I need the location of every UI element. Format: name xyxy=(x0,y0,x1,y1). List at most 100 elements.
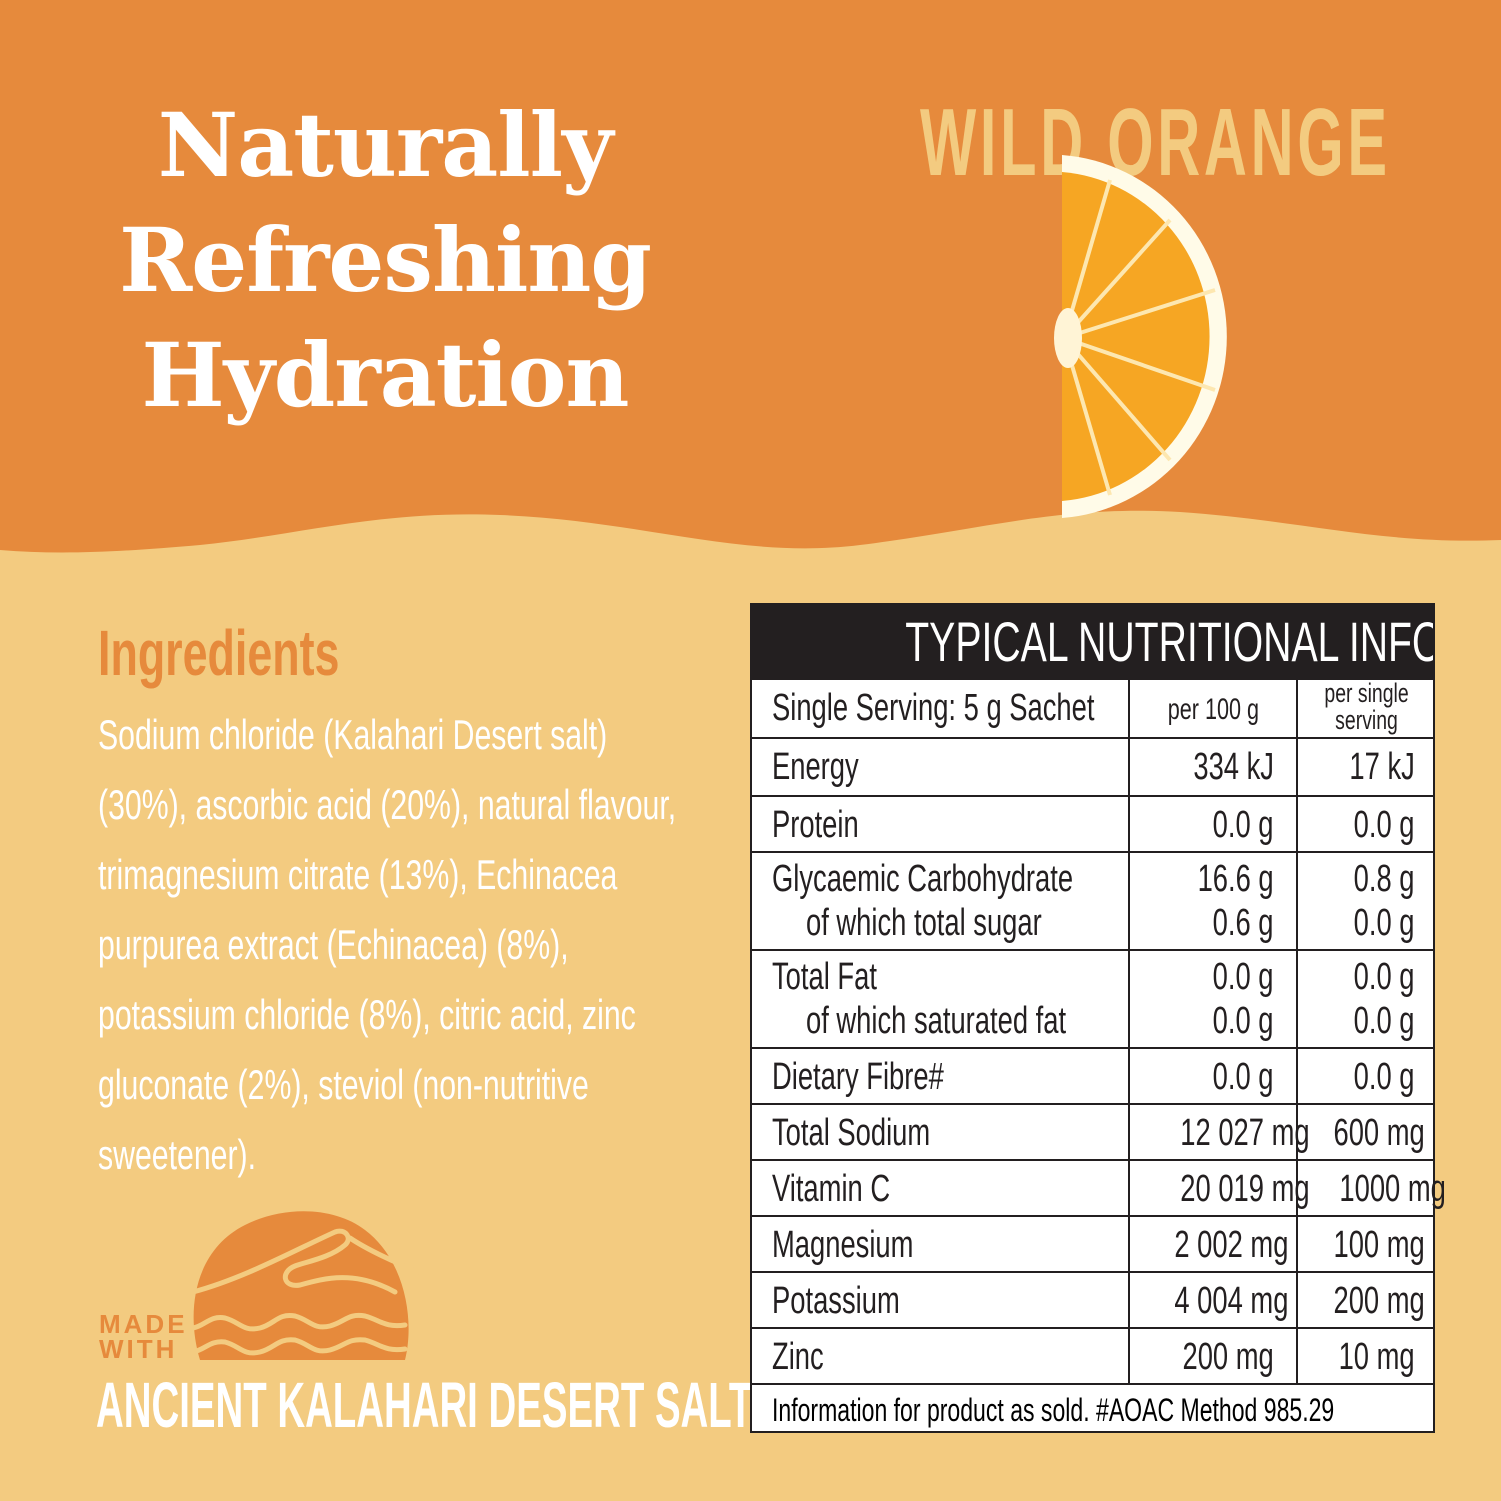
per-100g-value-text: 16.6 g xyxy=(1197,858,1274,900)
headline-line: Naturally xyxy=(157,93,613,197)
per-serving-value: 10 mg xyxy=(1296,1329,1435,1383)
per-serving-value-text: 100 mg xyxy=(1333,1224,1425,1266)
per-100g-value-text: 200 mg xyxy=(1182,1336,1274,1378)
nutrient-label: Potassium xyxy=(752,1273,1128,1327)
per-100g-value: 0.0 g xyxy=(1128,1049,1296,1103)
per-100g-value: 0.0 g xyxy=(1128,797,1296,851)
per-serving-value: 100 mg xyxy=(1296,1217,1435,1271)
per-serving-value: 200 mg xyxy=(1296,1273,1435,1327)
nutrient-label: Dietary Fibre# xyxy=(752,1049,1128,1103)
footnote-text: Information for product as sold. #AOAC M… xyxy=(772,1392,1335,1428)
nutrient-label-text: of which saturated fat xyxy=(806,1000,1067,1042)
per-serving-header: per single serving xyxy=(1296,680,1435,737)
nutrient-label: Total Sodium xyxy=(752,1105,1128,1159)
nutrient-label-text: Dietary Fibre# xyxy=(772,1056,944,1098)
per-serving-value-text: 17 kJ xyxy=(1349,746,1415,788)
per-serving-value-text: 200 mg xyxy=(1333,1280,1425,1322)
salt-tagline: ANCIENT KALAHARI DESERT SALT xyxy=(96,1368,1190,1442)
with-text: WITH xyxy=(99,1334,178,1364)
table-header-row: Single Serving: 5 g Sachet per 100 g per s… xyxy=(752,678,1433,737)
nutrient-label-text: Total Fat xyxy=(772,956,877,998)
nutrient-label-text: Total Sodium xyxy=(772,1112,931,1154)
table-row: Total Sodium 12 027 mg 600 mg xyxy=(752,1103,1433,1159)
table-row: Total Fat of which saturated fat 0.0 g 0.0 … xyxy=(752,949,1433,1047)
per-serving-value: 17 kJ xyxy=(1296,739,1435,795)
per-serving-value: 0.0 g 0.0 g xyxy=(1296,951,1435,1047)
per-100g-value-text: 0.0 g xyxy=(1213,1000,1274,1042)
per-serving-header-text: per single xyxy=(1324,678,1409,708)
nutrition-title-text: TYPICAL NUTRITIONAL INFORMATION xyxy=(905,610,1433,673)
table-row: Potassium 4 004 mg 200 mg xyxy=(752,1271,1433,1327)
per-serving-value-text: 10 mg xyxy=(1338,1336,1415,1378)
per-100g-value-text: 0.0 g xyxy=(1213,956,1274,998)
nutrient-label: Zinc xyxy=(752,1329,1128,1383)
orange-slice-image xyxy=(1054,155,1227,518)
ingredients-title-text: Ingredients xyxy=(98,617,340,689)
per-100g-value-text: 2 002 mg xyxy=(1174,1224,1289,1266)
per-serving-value-text: 0.8 g xyxy=(1354,858,1415,900)
nutrient-label-text: Zinc xyxy=(772,1336,824,1378)
nutrient-label: Vitamin C xyxy=(752,1161,1128,1215)
per-100g-value: 334 kJ xyxy=(1128,739,1296,795)
salt-tagline-text: ANCIENT KALAHARI DESERT SALT xyxy=(96,1369,753,1441)
table-row: Energy 334 kJ 17 kJ xyxy=(752,737,1433,795)
per-serving-value: 0.0 g xyxy=(1296,1049,1435,1103)
nutrient-label: Protein xyxy=(752,797,1128,851)
headline-line: Refreshing xyxy=(119,208,652,312)
per-serving-value-text: 600 mg xyxy=(1333,1112,1425,1154)
nutrient-label-text: Protein xyxy=(772,804,859,846)
per-100g-header-text: per 100 g xyxy=(1167,693,1259,726)
per-serving-value-text: 0.0 g xyxy=(1354,956,1415,998)
flavour-name: WILD ORANGE xyxy=(920,88,1501,198)
nutrition-table-title: TYPICAL NUTRITIONAL INFORMATION xyxy=(752,605,1433,678)
table-row: Dietary Fibre# 0.0 g 0.0 g xyxy=(752,1047,1433,1103)
per-100g-value: 200 mg xyxy=(1128,1329,1296,1383)
nutrient-label: Magnesium xyxy=(752,1217,1128,1271)
flavour-text: WILD ORANGE xyxy=(920,89,1391,196)
per-serving-value: 1000 mg xyxy=(1296,1161,1446,1215)
nutrient-label: Energy xyxy=(752,739,1128,795)
nutrient-label-text: Energy xyxy=(772,746,859,788)
per-100g-value: 20 019 mg xyxy=(1128,1161,1310,1215)
per-100g-value-text: 4 004 mg xyxy=(1174,1280,1289,1322)
nutrient-label-text: Vitamin C xyxy=(772,1168,891,1210)
per-serving-value-text: 1000 mg xyxy=(1339,1168,1446,1210)
per-100g-value: 4 004 mg xyxy=(1128,1273,1296,1327)
table-row: Zinc 200 mg 10 mg xyxy=(752,1327,1433,1383)
nutrient-label-text: Glycaemic Carbohydrate xyxy=(772,858,1074,900)
ingredients-text: Sodium chloride (Kalahari Desert salt) (… xyxy=(98,711,677,1178)
per-100g-value-text: 0.0 g xyxy=(1213,804,1274,846)
table-row: Magnesium 2 002 mg 100 mg xyxy=(752,1215,1433,1271)
headline: Naturally Refreshing Hydration xyxy=(0,88,770,433)
per-100g-value-text: 0.0 g xyxy=(1213,1056,1274,1098)
serving-size-label-text: Single Serving: 5 g Sachet xyxy=(772,687,1095,729)
per-serving-value-text: 0.0 g xyxy=(1354,1000,1415,1042)
nutrient-label: Glycaemic Carbohydrate of which total sug… xyxy=(752,853,1128,949)
per-100g-value-text: 0.6 g xyxy=(1213,902,1274,944)
per-100g-value-text: 12 027 mg xyxy=(1180,1112,1310,1154)
table-row: Glycaemic Carbohydrate of which total sug… xyxy=(752,851,1433,949)
made-with-label: MADE WITH xyxy=(99,1309,188,1364)
per-100g-value: 16.6 g 0.6 g xyxy=(1128,853,1296,949)
per-100g-value: 12 027 mg xyxy=(1128,1105,1310,1159)
made-text: MADE xyxy=(99,1309,188,1339)
table-footnote: Information for product as sold. #AOAC M… xyxy=(752,1383,1433,1433)
table-row: Protein 0.0 g 0.0 g xyxy=(752,795,1433,851)
nutrition-table: TYPICAL NUTRITIONAL INFORMATION Single S… xyxy=(750,603,1446,1433)
serving-size-label: Single Serving: 5 g Sachet xyxy=(752,680,1128,737)
nutrient-label: Total Fat of which saturated fat xyxy=(752,951,1128,1047)
per-100g-value: 0.0 g 0.0 g xyxy=(1128,951,1296,1047)
per-serving-value-text: 0.0 g xyxy=(1354,902,1415,944)
nutrient-label-text: of which total sugar xyxy=(806,902,1042,944)
per-serving-value: 600 mg xyxy=(1296,1105,1435,1159)
nutrient-label-text: Potassium xyxy=(772,1280,900,1322)
per-100g-value-text: 334 kJ xyxy=(1193,746,1274,788)
headline-line: Hydration xyxy=(141,323,630,427)
per-serving-value-text: 0.0 g xyxy=(1354,804,1415,846)
ingredients-title: Ingredients xyxy=(98,616,443,690)
per-serving-value-text: 0.0 g xyxy=(1354,1056,1415,1098)
per-serving-header-text: serving xyxy=(1335,705,1398,735)
per-100g-value-text: 20 019 mg xyxy=(1180,1168,1310,1210)
table-row: Vitamin C 20 019 mg 1000 mg xyxy=(752,1159,1446,1215)
per-100g-header: per 100 g xyxy=(1128,680,1296,737)
